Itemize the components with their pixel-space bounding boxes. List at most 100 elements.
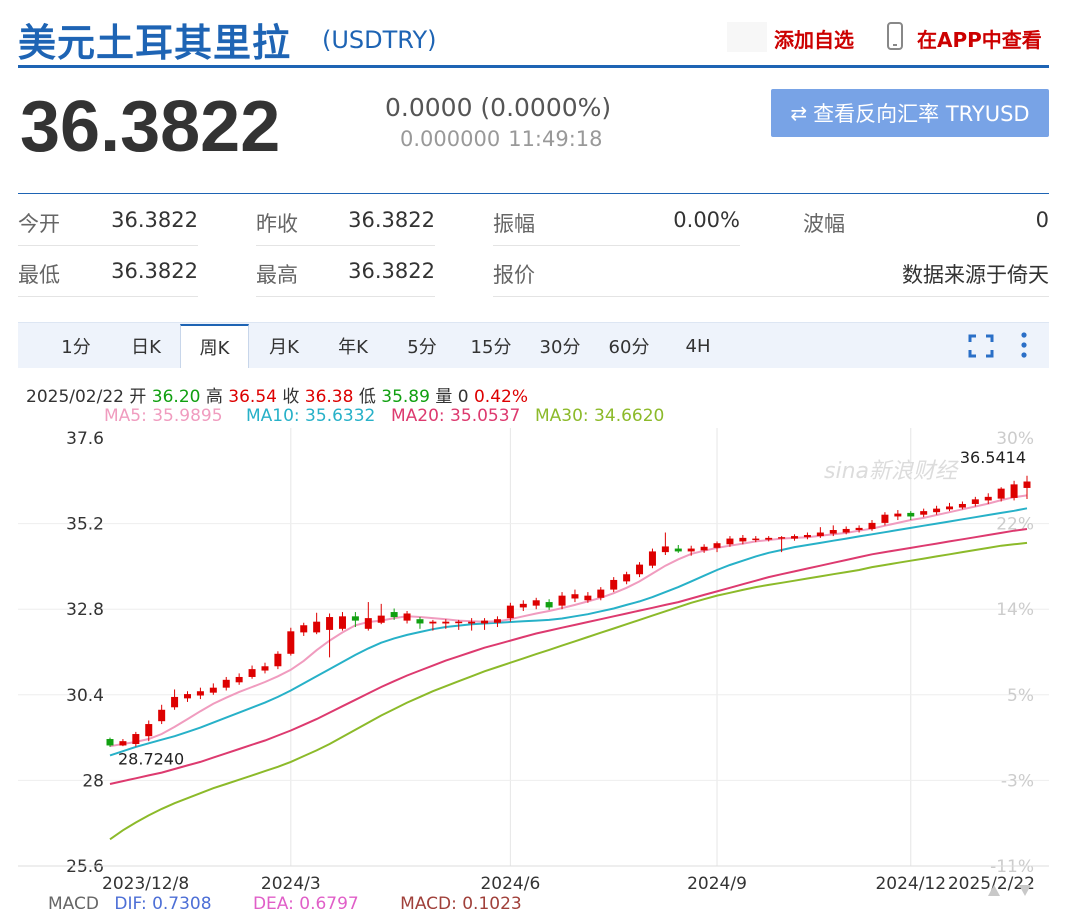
candle-body	[610, 579, 618, 590]
more-vertical-icon[interactable]	[1016, 330, 1032, 360]
stat-divider	[18, 296, 198, 297]
candle-body	[145, 724, 153, 737]
candle-body	[700, 546, 708, 551]
stat-value-source: 数据来源于倚天	[902, 263, 1049, 287]
pct-tick-label: 14%	[996, 600, 1034, 620]
reverse-rate-button[interactable]: ⇄ 查看反向汇率 TRYUSD	[771, 89, 1049, 137]
tab-30min[interactable]: 30分	[539, 337, 581, 358]
candle-body	[623, 574, 631, 582]
tab-monthly[interactable]: 月K	[269, 337, 299, 358]
candle-body	[648, 551, 656, 566]
close-value: 36.38	[304, 387, 354, 407]
candle-body	[300, 625, 308, 633]
candle-body	[803, 535, 811, 538]
y-tick-label: 32.8	[66, 600, 104, 620]
x-tick-label: 2024/3	[261, 874, 321, 894]
candle-body	[313, 621, 321, 633]
candle-body	[571, 594, 579, 599]
quote-time: 11:49:18	[508, 127, 603, 151]
y-tick-label: 28	[82, 771, 104, 791]
y-tick-label: 37.6	[66, 429, 104, 449]
pct-tick-label: 5%	[1007, 686, 1034, 706]
tab-5min[interactable]: 5分	[407, 337, 437, 358]
candle-body	[209, 687, 217, 693]
vol-label: 量	[435, 387, 453, 407]
tab-1min[interactable]: 1分	[61, 337, 91, 358]
candle-body	[661, 546, 669, 553]
placeholder-box	[727, 22, 767, 52]
max-annotation: 36.5414	[960, 448, 1026, 467]
candle-body	[765, 537, 773, 540]
candle-body	[403, 613, 411, 621]
open-in-app-button[interactable]: 在APP中查看	[917, 28, 1042, 52]
page-title: 美元土耳其里拉	[18, 21, 292, 65]
candle-body	[287, 631, 295, 654]
pct-value: 0.42%	[473, 387, 528, 407]
candle-body	[364, 618, 372, 629]
stat-label-high: 最高	[256, 263, 298, 287]
stat-divider	[256, 245, 435, 246]
stat-label-prev-close: 昨收	[256, 212, 298, 236]
tab-yearly[interactable]: 年K	[338, 337, 368, 358]
candle-body	[183, 694, 191, 699]
candle-body	[158, 709, 166, 722]
stat-label-low: 最低	[18, 263, 60, 287]
candle-body	[235, 676, 243, 683]
pct-tick-label: -3%	[1001, 771, 1034, 791]
y-tick-label: 25.6	[66, 857, 104, 877]
stat-label-amplitude: 振幅	[493, 212, 535, 236]
candle-body	[829, 530, 837, 534]
stat-label-range: 波幅	[803, 212, 845, 236]
candle-body	[971, 499, 979, 504]
tab-60min[interactable]: 60分	[608, 337, 650, 358]
candle-body	[752, 538, 760, 541]
ma10-legend: MA10: 35.6332	[246, 406, 376, 426]
candle-body	[506, 605, 514, 619]
tab-weekly[interactable]: 周K	[180, 324, 249, 368]
ma30-line	[109, 541, 1028, 841]
candle-body	[429, 621, 437, 624]
stat-divider	[256, 296, 435, 297]
macd-dif: DIF: 0.7308	[114, 894, 212, 914]
kline-chart[interactable]: 37.6 30% 35.2 22% 32.8 14% 30.4 5% 28 -3% 25.6 -11%…	[0, 426, 1068, 896]
fullscreen-icon[interactable]	[968, 334, 994, 358]
candle-body	[778, 537, 786, 539]
candle-body	[222, 679, 230, 688]
candle-body	[455, 621, 463, 624]
candle-body	[171, 696, 179, 708]
candle-body	[196, 691, 204, 696]
candle-body	[326, 617, 334, 630]
candle-body	[816, 532, 824, 537]
stat-value-open: 36.3822	[111, 208, 198, 232]
add-watchlist-button[interactable]: 添加自选	[774, 28, 854, 52]
candle-body	[881, 514, 889, 523]
tab-4h[interactable]: 4H	[685, 335, 711, 357]
candle-body	[132, 734, 140, 745]
candle-body	[119, 741, 127, 746]
tab-15min[interactable]: 15分	[470, 337, 512, 358]
min-annotation: 28.7240	[118, 750, 184, 769]
candle-body	[894, 513, 902, 517]
candle-body	[106, 739, 114, 746]
ma20-line	[109, 528, 1028, 785]
stat-divider	[18, 245, 198, 246]
candle-body	[868, 522, 876, 529]
candle-body	[532, 600, 540, 606]
x-tick-label: 2024/6	[480, 874, 540, 894]
candle-body	[958, 503, 966, 508]
stat-label-quote: 报价	[493, 263, 535, 287]
tab-daily[interactable]: 日K	[131, 337, 161, 358]
symbol-code: (USDTRY)	[322, 26, 437, 54]
volume-value: 0.000000	[400, 127, 501, 151]
candle-body	[1010, 484, 1018, 498]
candle-body	[997, 488, 1005, 499]
candle-body	[726, 538, 734, 545]
candle-body	[1023, 481, 1031, 488]
candle-body	[390, 612, 398, 618]
candle-body	[416, 619, 424, 624]
pct-tick-label: 22%	[996, 515, 1034, 535]
high-value: 36.54	[228, 387, 277, 407]
x-tick-label: 2023/12/8	[102, 874, 189, 894]
phone-icon[interactable]	[887, 22, 903, 50]
current-price: 36.3822	[20, 87, 281, 167]
